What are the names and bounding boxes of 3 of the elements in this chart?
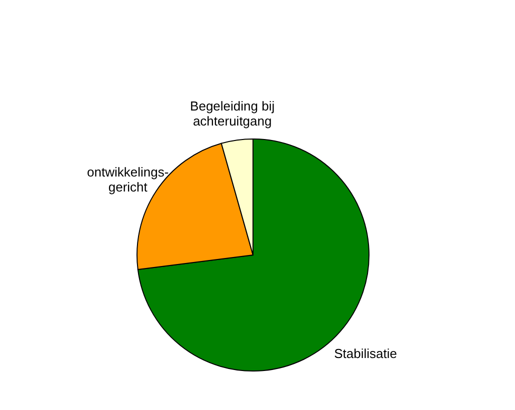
slice-label: Begeleiding bij achteruitgang xyxy=(190,98,275,128)
slice-label: Stabilisatie xyxy=(334,346,397,362)
slice-label: ontwikkelings- gericht xyxy=(87,164,169,194)
